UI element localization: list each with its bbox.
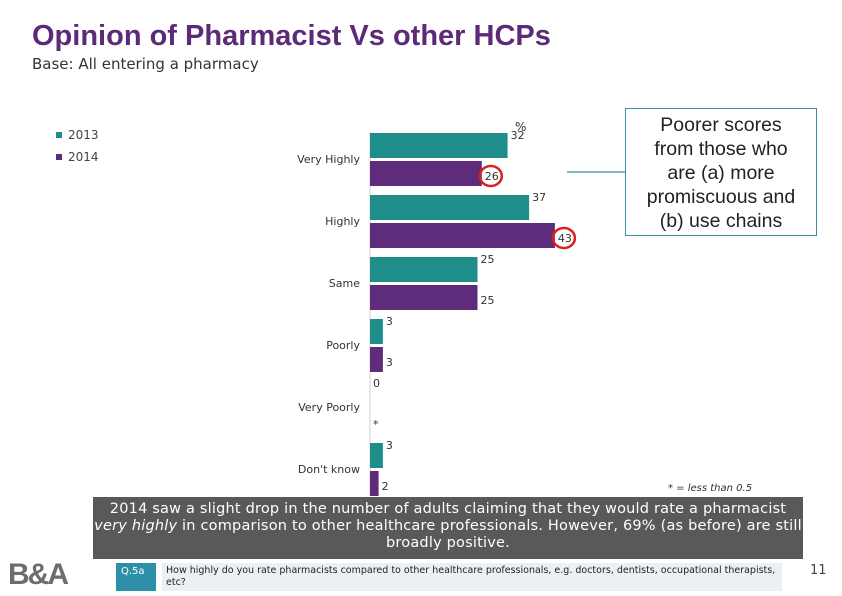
page-subtitle: Base: All entering a pharmacy [32, 55, 259, 73]
data-label: 0 [373, 377, 380, 390]
legend-item-2013: 2013 [56, 124, 99, 146]
callout-line: Poorer scores [660, 114, 782, 136]
category-label: Very Poorly [298, 401, 360, 414]
data-label: 43 [558, 232, 572, 245]
footnote: * = less than 0.5 [668, 483, 753, 494]
callout-box: Poorer scores from those who are (a) mor… [625, 108, 817, 236]
bars-layer: Very Highly3226Highly3743Same2525Poorly3… [297, 129, 577, 496]
category-label: Same [329, 277, 360, 290]
summary-emphasis: very highly [94, 518, 178, 534]
bar-2014 [370, 161, 482, 186]
bar-2013 [370, 133, 508, 158]
bar-2013 [370, 257, 478, 282]
category-label: Very Highly [297, 153, 360, 166]
summary-text: 2014 saw a slight drop in the number of … [109, 501, 787, 517]
company-logo: B&A [8, 558, 70, 589]
data-label: 3 [386, 439, 393, 452]
bar-2014 [370, 285, 478, 310]
data-label: 3 [386, 315, 393, 328]
summary-text-end: in comparison to other healthcare profes… [177, 518, 802, 551]
bar-2014 [370, 223, 555, 248]
page-number: 11 [810, 563, 827, 578]
legend-item-2014: 2014 [56, 146, 99, 168]
chart-unit-label: % [515, 120, 526, 134]
data-label: 25 [481, 294, 495, 307]
data-label: 3 [386, 356, 393, 369]
category-label: Poorly [326, 339, 360, 352]
data-label: 2 [382, 480, 389, 493]
logo-text: B&A [8, 558, 68, 589]
page-title: Opinion of Pharmacist Vs other HCPs [32, 20, 551, 52]
callout-line: are (a) more [667, 162, 775, 184]
legend-swatch-2013 [56, 132, 62, 138]
data-label: 25 [481, 253, 495, 266]
legend-swatch-2014 [56, 154, 62, 160]
legend-label-2014: 2014 [68, 150, 99, 164]
highlight-circle [551, 226, 577, 250]
bar-2014 [370, 471, 379, 496]
data-label: * [373, 418, 379, 431]
category-label: Don't know [298, 463, 360, 476]
callout-line: from those who [654, 138, 788, 160]
bar-2013 [370, 319, 383, 344]
data-label: 32 [511, 129, 525, 142]
question-code: Q.5a [116, 563, 156, 591]
bar-chart: % Very Highly3226Highly3743Same2525Poorl… [297, 120, 625, 496]
chart-legend: 2013 2014 [56, 124, 99, 168]
summary-box: 2014 saw a slight drop in the number of … [93, 497, 803, 559]
bar-2013 [370, 443, 383, 468]
callout-line: promiscuous and [646, 186, 796, 208]
highlight-circle [478, 164, 504, 188]
category-label: Highly [325, 215, 360, 228]
data-label: 26 [485, 170, 499, 183]
callout-line: (b) use chains [659, 210, 783, 232]
legend-label-2013: 2013 [68, 128, 99, 142]
bar-2014 [370, 347, 383, 372]
question-text: How highly do you rate pharmacists compa… [162, 563, 782, 591]
data-label: 37 [532, 191, 546, 204]
bar-2013 [370, 195, 530, 220]
